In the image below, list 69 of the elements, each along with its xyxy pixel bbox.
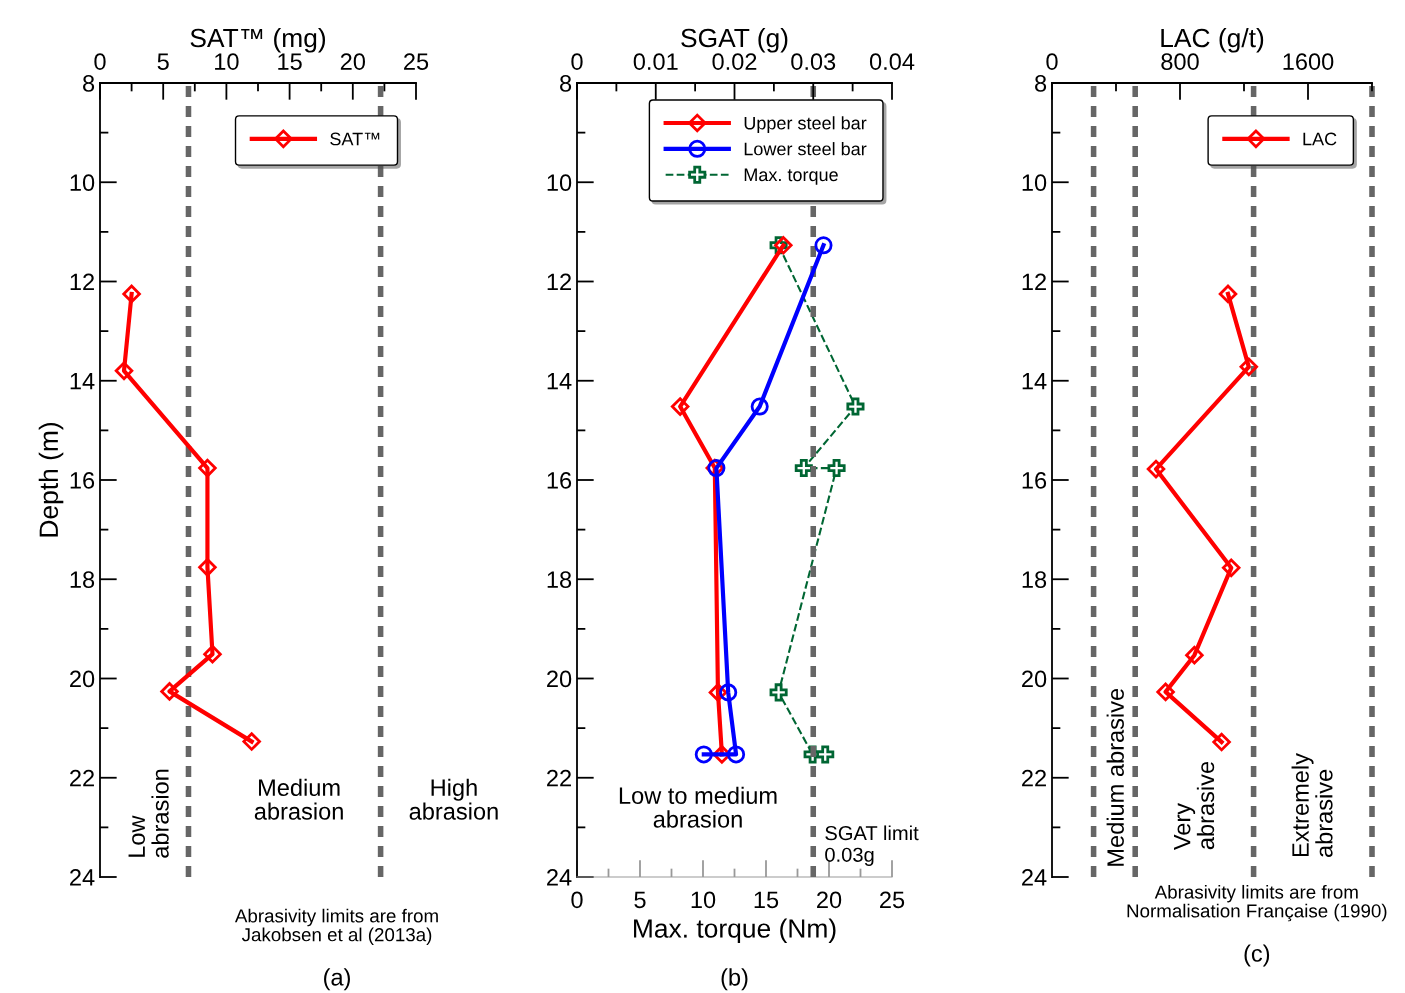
x-tick-label: 0 [1046,53,1058,70]
y-tick-label: 20 [547,670,572,688]
x-tick-label: 10 [215,53,239,70]
x2-tick-label: 0.04 [869,53,915,70]
y-tick-label: 16 [70,472,95,489]
x2-tick-label: 0.03 [791,53,836,70]
text: (a) [324,968,350,991]
y-tick-label: 14 [70,373,95,390]
y-tick-label: 18 [1022,571,1047,589]
x-tick-label: 20 [340,53,366,70]
x-axis-title: Max. torque (Nm) [634,918,836,944]
x-tick-label: 10 [691,891,716,909]
y-tick-label: 10 [70,174,95,192]
y-tick-label: 24 [1022,869,1047,886]
x-tick-label: 800 [1161,53,1199,70]
y-tick-label: 10 [547,174,572,192]
x-tick-label: 5 [157,53,169,70]
y-tick-label: 24 [547,869,572,886]
x-tick-label: 25 [880,891,905,909]
annotation: Low abrasion [128,769,169,858]
x-tick-label: 1600 [1283,53,1334,70]
text: Abrasivity limits are from Jakobsen et al (2013a) [234,908,438,946]
text: (c) [1244,944,1270,967]
y-tick-label: 20 [1022,670,1047,688]
legend-label: Max. torque [744,168,838,185]
annotation: High abrasion [409,778,498,820]
annotation: Low to medium abrasion [619,786,777,828]
y-tick-label: 18 [547,571,572,589]
x2-axis-title: SGAT (g) [681,27,788,53]
y-tick-label: 14 [547,373,572,390]
x-axis-title: SAT™ (mg) [190,27,326,53]
x2-tick-label: 0.01 [633,53,678,70]
annotation: Extremely abrasive [1291,753,1333,858]
x-tick-label: 0 [94,53,106,70]
x-tick-label: 0 [571,891,583,909]
y-tick-label: 14 [1022,373,1047,390]
y-tick-label: 10 [1022,174,1047,192]
y-tick-label: 12 [70,273,94,291]
x-tick-label: 5 [634,891,646,909]
annotation: Very abrasive [1174,761,1215,851]
annotation: Medium abrasive [1106,688,1124,866]
y-tick-label: 18 [70,571,95,589]
y-tick-label: 24 [70,869,95,886]
legend-label: SAT™ [330,132,380,146]
y-tick-label: 8 [83,75,95,92]
legend-label: LAC [1303,132,1337,146]
ref-line-label: SGAT limit 0.03g [825,825,919,866]
y-tick-label: 12 [547,273,571,291]
text: Abrasivity limits are from Normalisation Française (1990) [1127,884,1387,922]
annotation: Medium abrasion [254,778,343,820]
x2-tick-label: 0.02 [712,53,757,70]
x-tick-label: 20 [817,891,842,909]
y-tick-label: 16 [1022,472,1047,489]
legend-label: Lower steel bar [744,142,867,156]
y-tick-label: 22 [1022,769,1046,787]
y-tick-label: 8 [1035,75,1047,92]
text: (b) [721,968,748,991]
x-tick-label: 25 [404,53,429,70]
y-axis-title: Depth (m) [38,422,64,537]
x-axis-title: LAC (g/t) [1161,27,1264,53]
x-tick-label: 15 [754,891,779,909]
legend-label: Upper steel bar [744,116,867,134]
y-tick-label: 16 [547,472,572,489]
y-tick-label: 22 [547,769,571,787]
y-tick-label: 22 [70,769,94,787]
y-tick-label: 12 [1022,273,1046,291]
x-tick-label: 15 [278,53,302,70]
y-tick-label: 8 [560,75,572,92]
y-tick-label: 20 [70,670,95,688]
